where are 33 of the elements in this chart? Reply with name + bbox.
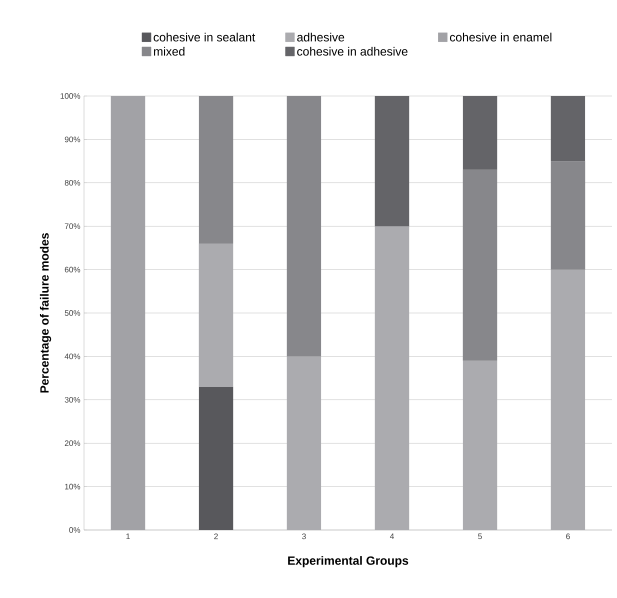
y-tick-label: 10% [65,484,80,490]
bar [198,386,234,530]
bar [462,96,498,170]
x-tick-label: 4 [390,534,394,540]
bar [374,96,410,226]
legend-label: cohesive in enamel [450,32,552,42]
bar [198,244,234,387]
y-tick-label: 70% [64,223,80,230]
y-tick-label: 0% [69,527,80,533]
y-tick-label: 90% [64,136,80,142]
x-tick-label: 5 [478,534,482,540]
y-tick-label: 40% [64,354,80,360]
x-tick-label: 3 [302,534,306,540]
y-tick-label: 30% [64,396,80,403]
x-tick-label: 6 [566,534,570,540]
y-tick-label: 50% [64,310,80,316]
y-tick-label: 100% [60,93,80,99]
x-tick-label: 2 [214,534,218,540]
y-tick-label: 20% [64,440,80,446]
y-tick-label: 80% [64,180,80,186]
y-tick-label: 60% [64,266,80,272]
y-axis-title: Percentage of failure modes [40,233,52,393]
legend-label: adhesive [297,32,344,42]
x-tick-label: 1 [126,534,130,540]
bar [286,96,322,356]
bar [550,96,586,162]
bar [198,96,234,244]
legend-label: mixed [154,46,184,56]
x-axis-title: Experimental Groups [288,556,408,568]
legend-label: cohesive in sealant [154,32,256,42]
bar [550,161,586,270]
legend-label: cohesive in adhesive [297,46,408,56]
bar [462,170,498,361]
